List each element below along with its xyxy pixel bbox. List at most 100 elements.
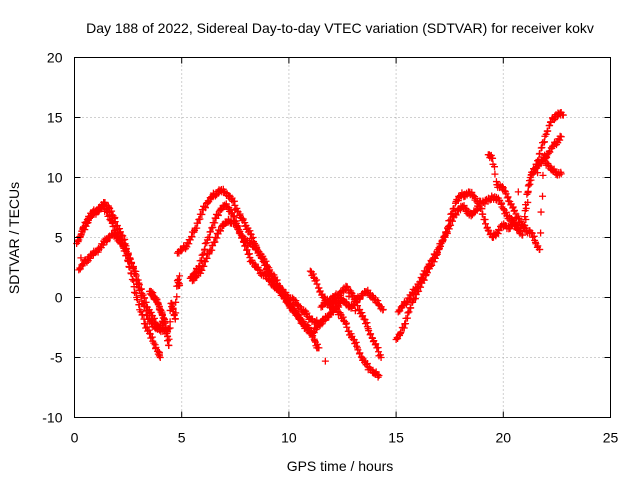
data-point-track-d [201,204,209,212]
y-tick-label: 20 [47,50,63,66]
data-point-track-c [135,281,143,289]
data-point-track-e [263,262,271,270]
data-point-track-h [320,300,328,308]
data-point-track-c [141,294,149,302]
data-point-track-f [281,293,289,301]
data-point-track-a [152,343,160,351]
data-point-track-j [397,328,405,336]
data-point-track-h [377,354,385,361]
data-point-track-k [522,201,530,209]
data-point-track-d [177,247,185,255]
data-point-track-k [429,255,437,263]
data-point-cluster-4h [171,315,179,323]
data-point-track-h [367,330,375,338]
data-point-outliers [103,235,111,243]
data-point-outliers [77,254,85,262]
data-point-outliers [351,307,359,315]
data-point-track-f [236,230,244,238]
data-point-track-j [536,150,544,157]
data-point-track-h [343,283,351,291]
x-tick-label: 10 [281,430,297,446]
data-point-track-j [404,309,412,317]
data-point-track-g [375,372,383,379]
data-point-track-j [542,130,550,138]
data-point-track-c [121,244,129,252]
data-point-track-b [111,218,119,226]
data-point-track-a [156,354,164,361]
data-point-track-k [519,231,527,239]
y-axis-label: SDTVAR / TECUs [6,182,22,294]
data-point-track-l [491,163,499,171]
data-point-outliers [176,272,184,280]
data-point-track-d [216,187,224,195]
data-point-outliers [345,292,353,300]
data-point-track-e [214,211,222,219]
x-tick-label: 15 [388,430,404,446]
data-point-track-j [544,127,552,135]
data-point-track-g [371,369,379,377]
data-point-track-d [239,215,247,223]
data-point-track-k [452,211,460,219]
data-point-track-i [356,295,364,303]
data-point-track-g [313,280,321,288]
data-point-track-k [524,182,532,190]
data-point-track-k [433,248,441,256]
data-point-track-j [405,308,413,316]
data-points-layer [73,108,567,381]
data-point-track-a [138,311,146,319]
data-point-cluster-4h [166,318,174,326]
data-point-track-k [479,210,487,218]
data-point-cluster-4h [176,282,184,289]
data-point-track-g [374,373,382,381]
data-point-track-f [316,321,324,329]
data-point-track-f [254,263,262,271]
data-point-track-l [510,206,518,214]
data-point-cluster-4h [173,293,181,301]
data-point-track-f [217,227,225,235]
y-tick-label: -10 [42,410,62,426]
data-point-track-c [124,251,132,259]
y-tick-label: 0 [55,290,63,306]
data-point-track-h [359,312,367,320]
ticks-layer: 0 5 10 15 20 25 -10 -5 0 5 10 15 20 [42,50,618,446]
data-point-track-b [76,233,84,241]
data-point-track-e [266,266,274,274]
data-point-track-f [241,242,249,250]
data-point-outliers [514,188,522,196]
data-point-track-k [439,237,447,245]
data-point-track-b [78,227,86,235]
data-point-track-l [539,171,547,179]
data-point-track-g [353,342,361,350]
data-point-track-a [150,339,158,347]
data-point-track-a [131,288,139,296]
data-point-track-b [116,228,124,236]
data-point-track-k [482,220,490,228]
data-point-track-c [128,258,136,266]
x-tick-label: 20 [496,430,512,446]
data-point-track-l [509,203,517,211]
data-point-track-j [559,111,567,119]
data-point-track-d [311,337,319,345]
data-point-track-k [422,268,430,276]
data-point-track-f [240,238,248,246]
data-point-track-f [243,246,251,254]
data-point-track-g [315,284,323,292]
data-point-track-l [549,166,557,174]
data-point-track-l [537,229,545,237]
data-point-track-j [546,121,554,129]
data-point-track-l [534,242,542,250]
data-point-track-i [379,306,387,313]
data-point-track-e [252,243,260,251]
data-point-track-f [238,233,246,241]
data-point-track-a [109,222,117,230]
data-point-track-k [557,133,565,141]
data-point-cluster-4h [172,309,180,317]
data-point-cluster-4h [154,301,162,309]
data-point-outliers [534,169,542,177]
data-point-track-e [228,209,236,217]
data-point-track-i [343,299,351,307]
x-tick-label: 5 [178,430,186,446]
x-tick-label: 25 [603,430,619,446]
data-point-track-c [126,255,134,263]
data-point-track-k [546,148,554,156]
